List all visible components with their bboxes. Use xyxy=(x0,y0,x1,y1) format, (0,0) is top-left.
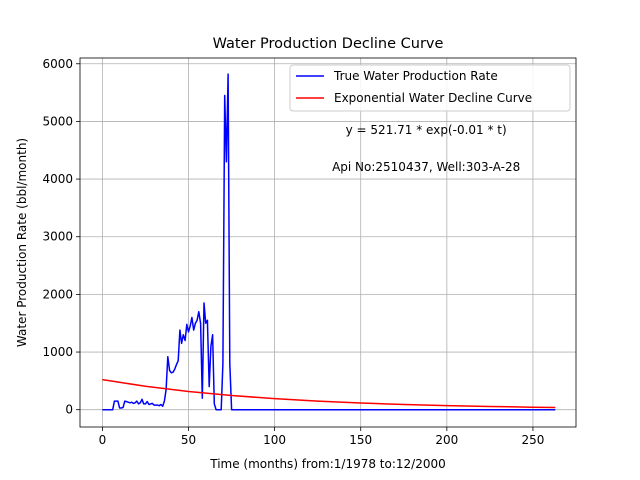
y-tick-label: 3000 xyxy=(42,230,73,244)
y-tick-label: 1000 xyxy=(42,345,73,359)
x-tick-label: 0 xyxy=(99,433,107,447)
y-tick-label: 5000 xyxy=(42,114,73,128)
x-tick-label: 250 xyxy=(521,433,544,447)
grid-layer xyxy=(80,58,576,427)
series-line-1 xyxy=(102,73,556,411)
series-layer xyxy=(102,73,556,411)
y-tick-label: 2000 xyxy=(42,287,73,301)
y-tick-label: 0 xyxy=(65,403,73,417)
annotation-layer: y = 521.71 * exp(-0.01 * t) Api No:251043… xyxy=(332,123,520,174)
tick-layer: 0 50 100 150 200 250 0 1000 2000 3000 4000 5000 6000 xyxy=(42,57,544,447)
legend-label-2: Exponential Water Decline Curve xyxy=(334,91,532,105)
annotation-2: Api No:2510437, Well:303-A-28 xyxy=(332,160,520,174)
y-axis-label: Water Production Rate (bbl/month) xyxy=(15,138,29,347)
y-tick-label: 4000 xyxy=(42,172,73,186)
legend-label-1: True Water Production Rate xyxy=(333,69,498,83)
series-line-2 xyxy=(102,378,556,409)
x-tick-label: 150 xyxy=(349,433,372,447)
x-tick-label: 50 xyxy=(181,433,196,447)
plot-frame xyxy=(79,57,577,428)
x-tick-label: 100 xyxy=(263,433,286,447)
annotation-1: y = 521.71 * exp(-0.01 * t) xyxy=(346,123,507,137)
legend-box xyxy=(289,64,571,112)
x-axis-label: Time (months) from:1/1978 to:12/2000 xyxy=(209,457,446,471)
legend: True Water Production Rate Exponential Wa… xyxy=(289,64,571,112)
x-tick-label: 200 xyxy=(435,433,458,447)
y-tick-label: 6000 xyxy=(42,57,73,71)
chart-title: Water Production Decline Curve xyxy=(213,36,444,52)
